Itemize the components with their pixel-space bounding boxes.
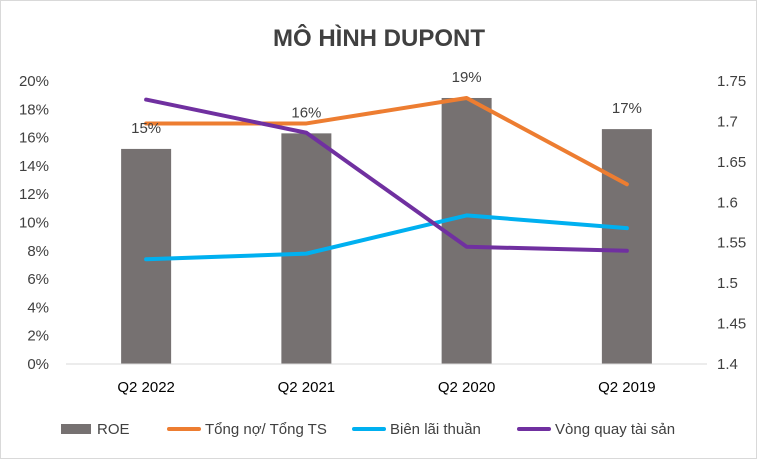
left-axis-tick: 2% — [27, 328, 49, 345]
left-axis-tick: 8% — [27, 243, 49, 260]
roe-bar — [121, 148, 172, 364]
left-axis-tick: 18% — [19, 101, 49, 118]
legend-swatch-roe — [61, 424, 91, 434]
roe-bar — [441, 97, 492, 364]
bar-data-labels: 15% 16% 19% 17% — [131, 69, 642, 137]
legend: ROE Tổng nợ/ Tổng TS Biên lãi thuần Vòng qu… — [61, 421, 675, 438]
left-axis-tick: 10% — [19, 215, 49, 232]
left-axis-tick: 4% — [27, 299, 49, 316]
line-series — [144, 95, 629, 262]
roe-data-label: 17% — [612, 100, 642, 117]
right-axis-tick: 1.7 — [717, 113, 738, 130]
category-label: Q2 2020 — [438, 379, 496, 396]
category-labels: Q2 2022 Q2 2021 Q2 2020 Q2 2019 — [117, 379, 655, 396]
category-label: Q2 2019 — [598, 379, 656, 396]
right-axis: 1.4 1.45 1.5 1.55 1.6 1.65 1.7 1.75 — [717, 73, 746, 373]
left-axis-tick: 0% — [27, 356, 49, 373]
roe-bar — [601, 129, 652, 364]
right-axis-tick: 1.6 — [717, 194, 738, 211]
roe-data-label: 15% — [131, 120, 161, 137]
right-axis-tick: 1.5 — [717, 275, 738, 292]
left-axis-tick: 12% — [19, 186, 49, 203]
category-label: Q2 2022 — [117, 379, 175, 396]
chart-title: MÔ HÌNH DUPONT — [273, 24, 485, 52]
category-label: Q2 2021 — [278, 379, 336, 396]
roe-data-label: 19% — [452, 69, 482, 86]
right-axis-tick: 1.75 — [717, 73, 746, 90]
right-axis-tick: 1.45 — [717, 316, 746, 333]
series-line-2 — [144, 97, 629, 253]
legend-label: Vòng quay tài sản — [555, 421, 675, 438]
legend-label: Biên lãi thuần — [390, 421, 481, 438]
roe-bars — [121, 97, 652, 364]
left-axis-tick: 14% — [19, 158, 49, 175]
left-axis-tick: 6% — [27, 271, 49, 288]
series-line-0 — [144, 95, 629, 187]
series-line-1 — [144, 213, 629, 262]
right-axis-tick: 1.55 — [717, 235, 746, 252]
left-axis-tick: 20% — [19, 73, 49, 90]
roe-data-label: 16% — [291, 104, 321, 121]
right-axis-tick: 1.4 — [717, 356, 738, 373]
legend-label: Tổng nợ/ Tổng TS — [205, 421, 327, 438]
left-axis: 0% 2% 4% 6% 8% 10% 12% 14% 16% 18% 20% — [19, 73, 49, 373]
right-axis-tick: 1.65 — [717, 154, 746, 171]
left-axis-tick: 16% — [19, 130, 49, 147]
legend-label: ROE — [97, 421, 130, 438]
